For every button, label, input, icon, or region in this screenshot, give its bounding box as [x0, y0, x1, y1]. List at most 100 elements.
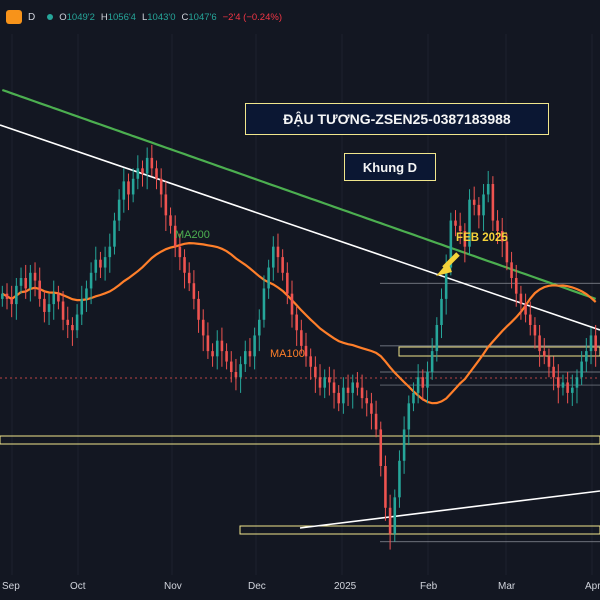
- candle-body: [407, 403, 411, 430]
- candle-body: [276, 246, 280, 258]
- candle-body: [15, 285, 18, 305]
- candle-body: [201, 319, 205, 336]
- candle-body: [510, 262, 513, 278]
- candle-body: [220, 340, 224, 352]
- candle-body: [477, 204, 481, 216]
- candle-body: [243, 351, 247, 365]
- candle-body: [47, 304, 51, 312]
- support-zone-3: [239, 525, 600, 535]
- candle-body: [547, 356, 551, 367]
- candle-body: [71, 325, 74, 331]
- candle-body: [370, 403, 373, 414]
- candle-body: [197, 298, 200, 320]
- candle-body: [19, 278, 23, 286]
- candle-body: [103, 257, 107, 268]
- candle-body: [463, 231, 467, 247]
- candle-body: [454, 220, 457, 226]
- candle-body: [258, 319, 261, 336]
- candle-body: [342, 387, 345, 404]
- candle-body: [304, 345, 308, 357]
- ma200-label: MA200: [175, 229, 210, 241]
- candle-body: [108, 246, 112, 258]
- candle-body: [155, 168, 158, 179]
- candle-body: [178, 246, 182, 258]
- candle-body: [211, 351, 214, 357]
- candle-body: [514, 278, 518, 294]
- support-zone-1: [0, 435, 600, 445]
- candle-body: [458, 225, 462, 231]
- candle-body: [393, 497, 397, 534]
- candle-body: [164, 194, 168, 216]
- x-axis-label-nov: Nov: [164, 581, 182, 592]
- x-axis-label-apr: Apr: [585, 581, 600, 592]
- candle-body: [290, 293, 294, 315]
- candle-body: [426, 372, 429, 388]
- resistance-trendline: [0, 124, 600, 331]
- candle-body: [472, 199, 476, 205]
- support-zone-2: [398, 346, 600, 357]
- timeframe-label[interactable]: D: [28, 11, 36, 23]
- candle-body: [524, 304, 527, 315]
- candle-body: [145, 157, 149, 174]
- candle-body: [388, 507, 392, 534]
- x-axis-label-dec: Dec: [248, 581, 266, 592]
- green-status-dot-icon: [47, 14, 54, 20]
- ma200-line: [1, 88, 597, 300]
- candle-body: [585, 351, 588, 362]
- candle-body: [253, 335, 256, 357]
- candle-body: [99, 259, 102, 268]
- candle-body: [449, 220, 453, 268]
- x-axis-label-oct: Oct: [70, 581, 86, 592]
- candle-body: [5, 293, 9, 299]
- ma100-label: MA100: [270, 348, 305, 360]
- candle-body: [169, 215, 172, 226]
- candle-body: [444, 267, 448, 299]
- x-axis-label-mar: Mar: [498, 581, 516, 592]
- candle-body: [206, 335, 210, 352]
- candle-body: [80, 298, 84, 315]
- candle-body: [580, 361, 583, 378]
- timeframe-box: Khung D: [344, 153, 436, 181]
- candle-body: [57, 293, 60, 302]
- candle-body: [412, 392, 415, 404]
- candle-body: [346, 387, 350, 393]
- candle-body: [117, 199, 121, 221]
- candle-body: [267, 267, 270, 289]
- x-axis-label-sep: Sep: [2, 581, 20, 592]
- ohlc-high: H1056'4: [100, 11, 136, 23]
- candle-body: [150, 157, 154, 169]
- candle-body: [318, 377, 322, 388]
- ohlc-low: L1043'0: [141, 11, 176, 23]
- ohlc-open: O1049'2: [59, 11, 95, 23]
- orange-symbol-icon[interactable]: [6, 10, 22, 24]
- candle-body: [398, 460, 401, 498]
- candle-body: [229, 361, 233, 372]
- candle-body: [61, 301, 65, 320]
- candle-body: [300, 330, 303, 346]
- candle-body: [141, 168, 144, 174]
- candle-body: [225, 351, 228, 362]
- candle-body: [234, 372, 238, 378]
- candle-body: [1, 293, 4, 299]
- candle-body: [131, 178, 135, 195]
- candle-body: [328, 377, 331, 383]
- x-axis-label-2025: 2025: [334, 581, 357, 592]
- candle-body: [542, 351, 546, 357]
- candle-body: [360, 387, 364, 399]
- candle-body: [183, 257, 186, 273]
- candle-body: [468, 199, 471, 247]
- candle-body: [337, 392, 340, 404]
- candle-body: [286, 272, 289, 294]
- candle-body: [374, 413, 378, 430]
- candle-body: [589, 335, 593, 352]
- title-box: ĐẬU TƯƠNG-ZSEN25-0387183988: [245, 103, 549, 135]
- candle-body: [192, 283, 196, 299]
- candle-body: [66, 319, 70, 325]
- candle-body: [89, 272, 93, 289]
- candle-body: [528, 314, 532, 325]
- candle-body: [594, 335, 597, 352]
- candle-body: [402, 429, 406, 461]
- candle-body: [295, 314, 298, 331]
- candle-body: [500, 231, 504, 242]
